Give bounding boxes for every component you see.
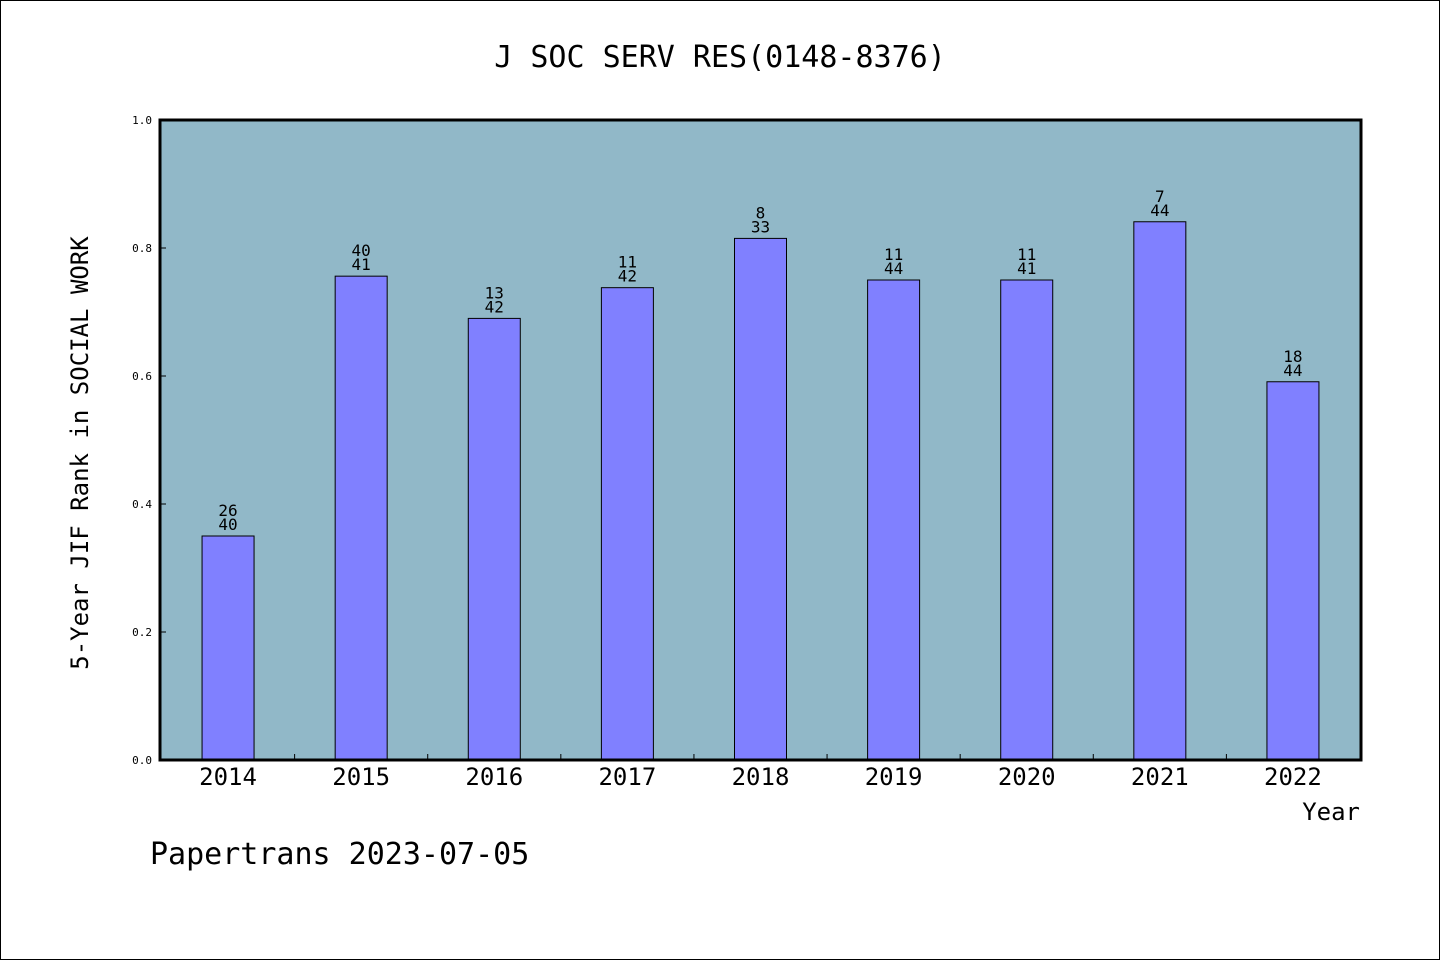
y-tick-label-0.6: 0.6 bbox=[132, 370, 152, 383]
y-tick-label-0.2: 0.2 bbox=[132, 626, 152, 639]
y-axis: 0.0 0.2 0.4 0.6 0.8 1.0 bbox=[132, 114, 166, 767]
bar-label-rank-2017: 11 bbox=[618, 253, 637, 272]
footer-text: Papertrans 2023-07-05 bbox=[150, 837, 529, 872]
bar-2020 bbox=[1000, 279, 1054, 761]
bar-label-total-2021: 44 bbox=[1150, 201, 1169, 220]
bar-2021 bbox=[1133, 221, 1187, 761]
bar-label-rank-2016: 13 bbox=[485, 283, 504, 302]
bar-label-rank-2020: 11 bbox=[1017, 245, 1036, 264]
bar-label-rank-2019: 11 bbox=[884, 245, 903, 264]
x-tick-label-2019: 2019 bbox=[865, 763, 923, 791]
bar-label-total-2016: 42 bbox=[485, 297, 504, 316]
bar-label-rank-2015: 40 bbox=[352, 241, 371, 260]
x-tick-label-2020: 2020 bbox=[998, 763, 1056, 791]
x-tick-label-2014: 2014 bbox=[199, 763, 257, 791]
bar-label-rank-2014: 26 bbox=[218, 501, 237, 520]
x-tick-label-2017: 2017 bbox=[598, 763, 656, 791]
plot-border bbox=[158, 118, 1363, 762]
x-tick-label-2018: 2018 bbox=[732, 763, 790, 791]
bar-2018 bbox=[734, 237, 787, 761]
x-tick-label-2016: 2016 bbox=[465, 763, 523, 791]
y-tick-label-0.8: 0.8 bbox=[132, 242, 152, 255]
bar-label-total-2017: 42 bbox=[618, 267, 637, 286]
bar-label-total-2018: 33 bbox=[751, 217, 770, 236]
y-tick-label-0.0: 0.0 bbox=[132, 754, 152, 767]
bar-label-total-2022: 44 bbox=[1283, 361, 1302, 380]
bar-label-rank-2021: 7 bbox=[1155, 187, 1165, 206]
chart-title: J SOC SERV RES(0148-8376) bbox=[494, 40, 946, 75]
bar-label-total-2014: 40 bbox=[218, 515, 237, 534]
y-tick-label-1.0: 1.0 bbox=[132, 114, 152, 127]
bar-2014 bbox=[201, 535, 255, 761]
bar-2015 bbox=[334, 275, 388, 761]
x-tick-label-2022: 2022 bbox=[1264, 763, 1322, 791]
bar-label-total-2020: 41 bbox=[1017, 259, 1036, 278]
bar-label-rank-2022: 18 bbox=[1283, 347, 1302, 366]
bar-2017 bbox=[600, 287, 654, 761]
x-tick-label-2021: 2021 bbox=[1131, 763, 1189, 791]
bar-label-total-2019: 44 bbox=[884, 259, 903, 278]
x-axis: 2014 2015 2016 2017 2018 2019 2020 2021 2022 bbox=[199, 754, 1322, 791]
bar-2022 bbox=[1266, 381, 1320, 761]
bar-2016 bbox=[467, 317, 521, 761]
y-tick-label-0.4: 0.4 bbox=[132, 498, 152, 511]
bars-group bbox=[201, 221, 1320, 761]
bar-2019 bbox=[867, 279, 921, 761]
bar-label-total-2015: 41 bbox=[352, 255, 371, 274]
x-tick-label-2015: 2015 bbox=[332, 763, 390, 791]
x-axis-label: Year bbox=[1302, 798, 1360, 826]
bar-label-rank-2018: 8 bbox=[756, 203, 766, 222]
y-axis-label: 5-Year JIF Rank in SOCIAL WORK bbox=[66, 236, 94, 670]
